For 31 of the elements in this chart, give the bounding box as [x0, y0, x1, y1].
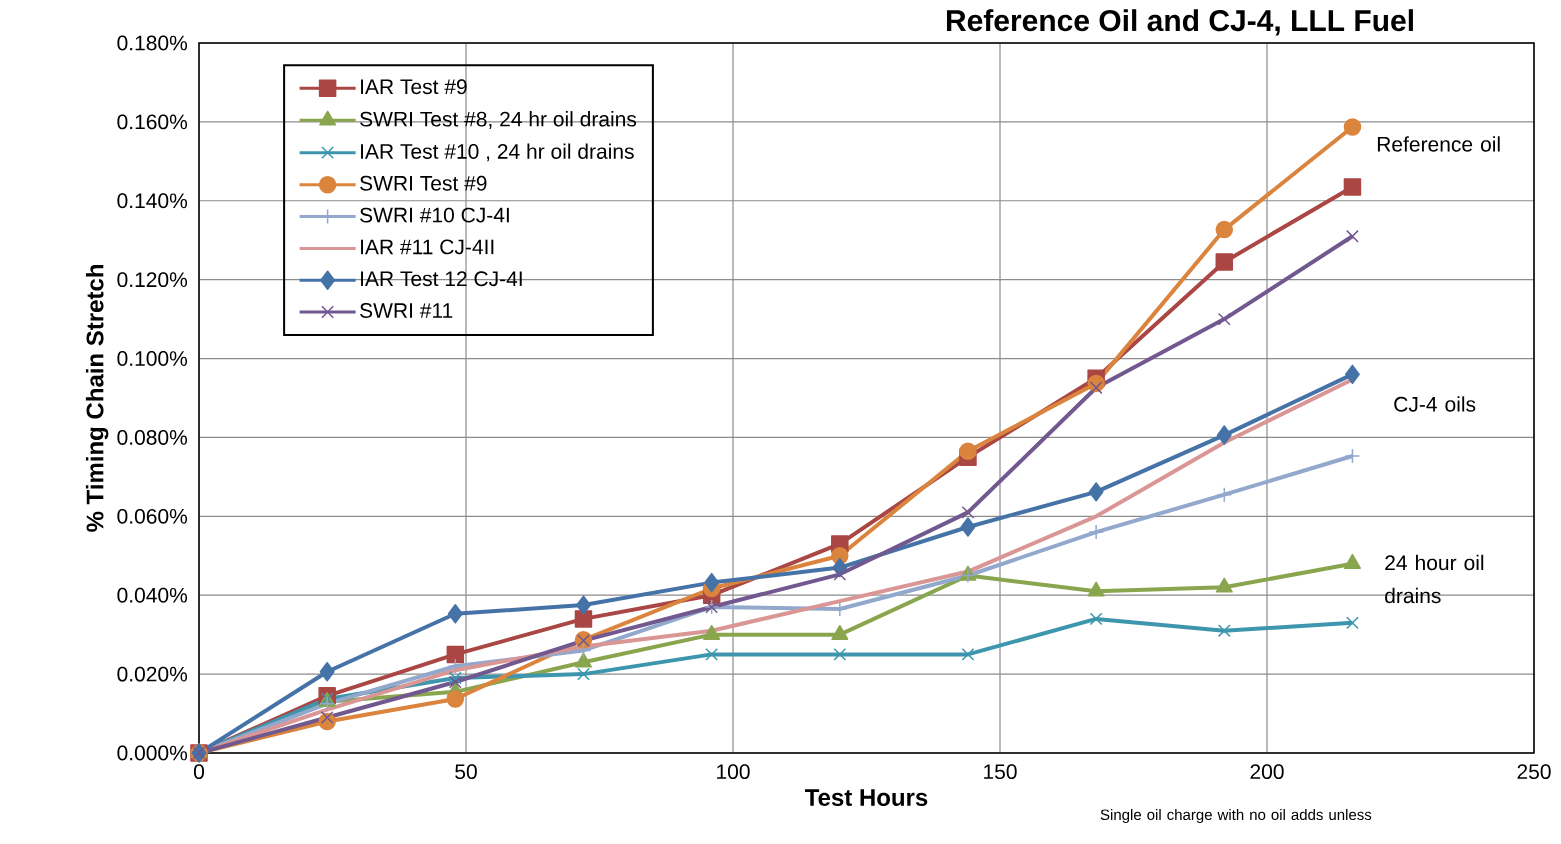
y-axis-title: % Timing Chain Stretch — [85, 265, 109, 532]
legend-label: IAR Test #9 — [361, 79, 467, 95]
y-tick-label: 0.180% — [117, 35, 188, 51]
x-tick-label: 200 — [1250, 764, 1284, 780]
y-tick-label: 0.140% — [117, 193, 188, 209]
x-tick-label: 150 — [984, 764, 1017, 780]
legend-label: SWRI #11 — [360, 303, 453, 318]
y-tick-label: 0.100% — [117, 351, 188, 366]
y-tick-label: 0.040% — [117, 587, 188, 603]
y-tick-label: 0.160% — [117, 114, 188, 130]
y-tick-label: 0.000% — [117, 745, 188, 761]
x-tick-label: 100 — [717, 764, 750, 780]
text: Single oil charge with no oil adds unless — [1100, 809, 1372, 823]
legend-label: IAR #11 CJ-4II — [361, 239, 494, 255]
legend-label: SWRI Test #9 — [360, 175, 487, 191]
y-tick-label: 0.060% — [117, 508, 188, 524]
x-axis-title: Test Hours — [804, 789, 928, 807]
legend-label: SWRI #10 CJ-4I — [360, 207, 509, 223]
chart-title: Reference Oil and CJ-4, LLL Fuel — [946, 9, 1413, 36]
annotation: 24 hour oil drains — [1385, 554, 1484, 604]
legend-label: IAR Test 12 CJ-4I — [361, 271, 522, 287]
y-tick-label: 0.020% — [117, 666, 188, 682]
annotation: CJ-4 oils — [1394, 396, 1476, 412]
y-tick-label: 0.120% — [117, 272, 188, 288]
x-tick-label: 250 — [1517, 764, 1551, 780]
y-tick-label: 0.080% — [117, 430, 188, 445]
legend-label: SWRI Test #8, 24 hr oil drains — [360, 111, 637, 130]
annotation: Reference oil — [1377, 136, 1500, 152]
x-tick-label: 0 — [193, 764, 205, 780]
legend-label: IAR Test #10 , 24 hr oil drains — [361, 143, 634, 162]
x-tick-label: 50 — [455, 764, 477, 780]
